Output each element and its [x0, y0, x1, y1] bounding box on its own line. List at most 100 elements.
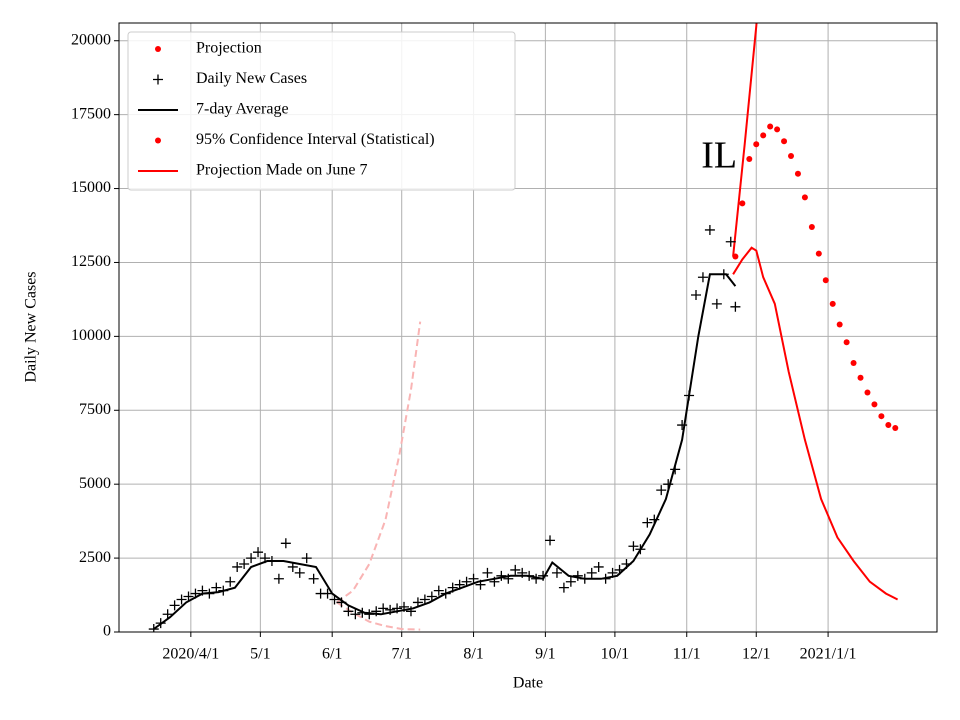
point — [572, 570, 583, 581]
y-tick-label: 7500 — [79, 401, 111, 418]
point — [663, 479, 674, 490]
point — [551, 567, 562, 578]
x-tick-label: 12/1 — [742, 646, 770, 663]
x-tick-label: 9/1 — [535, 646, 555, 663]
point — [642, 517, 653, 528]
point — [684, 390, 695, 401]
point — [670, 464, 681, 475]
point — [510, 564, 521, 575]
legend: Projection Daily New Cases 7-day Average 95… — [127, 31, 516, 191]
point — [718, 269, 729, 280]
point — [364, 609, 375, 620]
point — [148, 624, 159, 632]
point — [322, 588, 333, 599]
legend-marker — [155, 46, 161, 52]
y-tick-label: 15000 — [71, 179, 111, 196]
point — [524, 570, 535, 581]
point — [280, 538, 291, 549]
point — [843, 339, 850, 346]
point — [815, 250, 822, 257]
x-tick-label: 2021/1/1 — [800, 646, 857, 663]
point — [273, 573, 284, 584]
x-tick-label: 8/1 — [463, 646, 483, 663]
point — [871, 401, 878, 408]
legend-label: 95% Confidence Interval (Statistical) — [196, 131, 435, 148]
x-tick-label: 7/1 — [391, 646, 411, 663]
line — [336, 321, 422, 604]
point — [774, 126, 781, 133]
point — [697, 272, 708, 283]
point — [538, 570, 549, 581]
point — [691, 289, 702, 300]
line — [153, 273, 737, 630]
point — [760, 132, 767, 139]
point — [628, 541, 639, 552]
line — [732, 23, 758, 257]
y-tick-label: 20000 — [71, 31, 111, 48]
point — [308, 573, 319, 584]
point — [801, 194, 808, 201]
point — [176, 594, 187, 605]
point — [739, 200, 746, 207]
point — [246, 553, 257, 564]
point — [343, 606, 354, 617]
point — [162, 609, 173, 620]
point — [218, 585, 229, 596]
point — [329, 594, 340, 605]
point — [503, 573, 514, 584]
point — [399, 601, 410, 612]
point — [781, 138, 788, 145]
point — [433, 585, 444, 596]
x-tick-label: 6/1 — [322, 646, 342, 663]
point — [371, 606, 382, 617]
point — [857, 374, 864, 381]
point — [517, 567, 528, 578]
point — [850, 359, 857, 366]
point — [232, 561, 243, 572]
axes-frame — [118, 22, 938, 633]
y-tick-label: 2500 — [79, 549, 111, 566]
legend-label: Projection Made on June 7 — [196, 162, 368, 179]
point — [419, 594, 430, 605]
legend-label: Daily New Cases — [196, 70, 307, 87]
legend-marker — [153, 74, 163, 85]
point — [468, 573, 479, 584]
legend-box — [127, 31, 516, 191]
axes: 0 2500 5000 7500 10000 12500 15000 17500 20000 20… — [71, 31, 857, 662]
y-tick-label: 17500 — [71, 105, 111, 122]
point — [892, 425, 899, 432]
point — [565, 576, 576, 587]
point — [225, 576, 236, 587]
point — [378, 603, 389, 614]
point — [155, 618, 166, 629]
point — [677, 420, 688, 431]
y-tick-label: 0 — [103, 623, 111, 640]
point — [788, 153, 795, 160]
point — [197, 585, 208, 596]
x-tick-label: 5/1 — [250, 646, 270, 663]
point — [836, 321, 843, 328]
point — [392, 603, 403, 614]
point — [864, 389, 871, 396]
y-tick-label: 5000 — [79, 475, 111, 492]
point — [475, 579, 486, 590]
x-axis-label: Date — [513, 675, 543, 692]
point — [822, 277, 829, 284]
point — [531, 573, 542, 584]
point — [489, 576, 500, 587]
point — [259, 553, 270, 564]
point — [730, 301, 741, 312]
point — [579, 573, 590, 584]
point — [607, 567, 618, 578]
y-axis-label: Daily New Cases — [23, 271, 40, 382]
legend-marker — [155, 137, 161, 144]
point — [204, 588, 215, 599]
point — [829, 300, 836, 307]
point — [454, 579, 465, 590]
point — [600, 573, 611, 584]
point — [885, 422, 892, 429]
point — [732, 253, 739, 260]
point — [746, 155, 753, 162]
x-tick-label: 2020/4/1 — [162, 646, 219, 663]
